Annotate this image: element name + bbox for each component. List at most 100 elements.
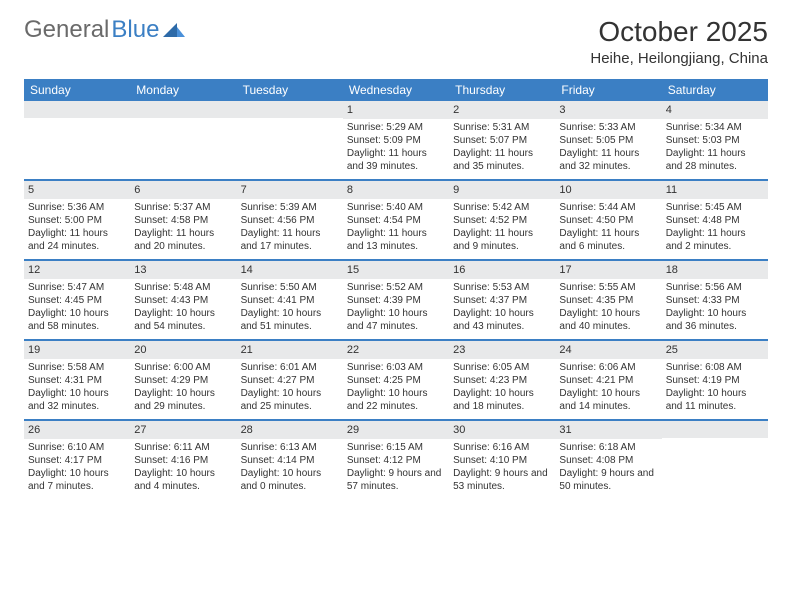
sunrise-line: Sunrise: 6:00 AM: [134, 361, 232, 374]
sunset-line: Sunset: 4:12 PM: [347, 454, 445, 467]
cell-body: Sunrise: 5:36 AMSunset: 5:00 PMDaylight:…: [24, 201, 130, 253]
calendar: SundayMondayTuesdayWednesdayThursdayFrid…: [24, 79, 768, 499]
calendar-cell: 2Sunrise: 5:31 AMSunset: 5:07 PMDaylight…: [449, 101, 555, 179]
day-number: 21: [237, 341, 343, 359]
calendar-cell: 19Sunrise: 5:58 AMSunset: 4:31 PMDayligh…: [24, 341, 130, 419]
sunrise-line: Sunrise: 5:42 AM: [453, 201, 551, 214]
daylight-line: Daylight: 10 hours and 18 minutes.: [453, 387, 551, 413]
sunrise-line: Sunrise: 5:33 AM: [559, 121, 657, 134]
sunset-line: Sunset: 4:17 PM: [28, 454, 126, 467]
day-number: 31: [555, 421, 661, 439]
sunrise-line: Sunrise: 5:36 AM: [28, 201, 126, 214]
sunrise-line: Sunrise: 5:40 AM: [347, 201, 445, 214]
day-number: 3: [555, 101, 661, 119]
day-number: 15: [343, 261, 449, 279]
calendar-cell: 5 Sunrise: 5:36 AMSunset: 5:00 PMDaylight…: [24, 181, 130, 259]
page-subtitle: Heihe, Heilongjiang, China: [590, 50, 768, 67]
daylight-line: Daylight: 11 hours and 9 minutes.: [453, 227, 551, 253]
sunrise-line: Sunrise: 5:52 AM: [347, 281, 445, 294]
day-number: 24: [555, 341, 661, 359]
cell-body: Sunrise: 6:15 AMSunset: 4:12 PMDaylight:…: [343, 441, 449, 493]
calendar-cell: 16Sunrise: 5:53 AMSunset: 4:37 PMDayligh…: [449, 261, 555, 339]
cell-body: Sunrise: 6:18 AMSunset: 4:08 PMDaylight:…: [555, 441, 661, 493]
day-number: 29: [343, 421, 449, 439]
day-number: 18: [662, 261, 768, 279]
sunrise-line: Sunrise: 5:55 AM: [559, 281, 657, 294]
daylight-line: Daylight: 10 hours and 51 minutes.: [241, 307, 339, 333]
day-number: 11: [662, 181, 768, 199]
logo-triangle-icon: [163, 16, 185, 44]
day-number: 22: [343, 341, 449, 359]
calendar-cell: 13Sunrise: 5:48 AMSunset: 4:43 PMDayligh…: [130, 261, 236, 339]
cell-body: Sunrise: 6:16 AMSunset: 4:10 PMDaylight:…: [449, 441, 555, 493]
daylight-line: Daylight: 10 hours and 47 minutes.: [347, 307, 445, 333]
sunset-line: Sunset: 4:23 PM: [453, 374, 551, 387]
calendar-cell: 14Sunrise: 5:50 AMSunset: 4:41 PMDayligh…: [237, 261, 343, 339]
sunset-line: Sunset: 4:08 PM: [559, 454, 657, 467]
sunset-line: Sunset: 4:16 PM: [134, 454, 232, 467]
day-header: Monday: [130, 79, 236, 101]
week-row: 1Sunrise: 5:29 AMSunset: 5:09 PMDaylight…: [24, 101, 768, 181]
sunset-line: Sunset: 4:56 PM: [241, 214, 339, 227]
calendar-cell: 4Sunrise: 5:34 AMSunset: 5:03 PMDaylight…: [662, 101, 768, 179]
daylight-line: Daylight: 11 hours and 32 minutes.: [559, 147, 657, 173]
daylight-line: Daylight: 11 hours and 17 minutes.: [241, 227, 339, 253]
day-number: 17: [555, 261, 661, 279]
sunset-line: Sunset: 4:29 PM: [134, 374, 232, 387]
daylight-line: Daylight: 11 hours and 20 minutes.: [134, 227, 232, 253]
cell-body: Sunrise: 6:11 AMSunset: 4:16 PMDaylight:…: [130, 441, 236, 493]
sunset-line: Sunset: 5:05 PM: [559, 134, 657, 147]
day-headers-row: SundayMondayTuesdayWednesdayThursdayFrid…: [24, 79, 768, 101]
cell-body: Sunrise: 5:33 AMSunset: 5:05 PMDaylight:…: [555, 121, 661, 173]
daylight-line: Daylight: 11 hours and 39 minutes.: [347, 147, 445, 173]
sunrise-line: Sunrise: 6:13 AM: [241, 441, 339, 454]
cell-body: Sunrise: 5:50 AMSunset: 4:41 PMDaylight:…: [237, 281, 343, 333]
cell-body: Sunrise: 5:42 AMSunset: 4:52 PMDaylight:…: [449, 201, 555, 253]
logo-text-1: General: [24, 16, 109, 44]
day-header: Sunday: [24, 79, 130, 101]
day-number: 26: [24, 421, 130, 439]
sunrise-line: Sunrise: 6:16 AM: [453, 441, 551, 454]
sunset-line: Sunset: 4:19 PM: [666, 374, 764, 387]
sunset-line: Sunset: 4:48 PM: [666, 214, 764, 227]
calendar-cell: [237, 101, 343, 179]
sunrise-line: Sunrise: 5:48 AM: [134, 281, 232, 294]
sunrise-line: Sunrise: 5:50 AM: [241, 281, 339, 294]
day-header: Tuesday: [237, 79, 343, 101]
calendar-cell: 1Sunrise: 5:29 AMSunset: 5:09 PMDaylight…: [343, 101, 449, 179]
sunset-line: Sunset: 4:50 PM: [559, 214, 657, 227]
title-block: October 2025 Heihe, Heilongjiang, China: [590, 16, 768, 67]
calendar-cell: 12Sunrise: 5:47 AMSunset: 4:45 PMDayligh…: [24, 261, 130, 339]
day-number: 7: [237, 181, 343, 199]
day-number: [662, 421, 768, 438]
logo: General Blue: [24, 16, 185, 44]
daylight-line: Daylight: 10 hours and 29 minutes.: [134, 387, 232, 413]
day-header: Friday: [555, 79, 661, 101]
sunrise-line: Sunrise: 5:56 AM: [666, 281, 764, 294]
calendar-cell: 18Sunrise: 5:56 AMSunset: 4:33 PMDayligh…: [662, 261, 768, 339]
daylight-line: Daylight: 11 hours and 13 minutes.: [347, 227, 445, 253]
sunset-line: Sunset: 4:25 PM: [347, 374, 445, 387]
calendar-cell: 22Sunrise: 6:03 AMSunset: 4:25 PMDayligh…: [343, 341, 449, 419]
calendar-cell: 9Sunrise: 5:42 AMSunset: 4:52 PMDaylight…: [449, 181, 555, 259]
calendar-cell: 21Sunrise: 6:01 AMSunset: 4:27 PMDayligh…: [237, 341, 343, 419]
day-number: 16: [449, 261, 555, 279]
daylight-line: Daylight: 10 hours and 25 minutes.: [241, 387, 339, 413]
cell-body: Sunrise: 6:06 AMSunset: 4:21 PMDaylight:…: [555, 361, 661, 413]
day-number: 20: [130, 341, 236, 359]
sunset-line: Sunset: 4:27 PM: [241, 374, 339, 387]
cell-body: Sunrise: 5:58 AMSunset: 4:31 PMDaylight:…: [24, 361, 130, 413]
daylight-line: Daylight: 10 hours and 7 minutes.: [28, 467, 126, 493]
calendar-cell: 27Sunrise: 6:11 AMSunset: 4:16 PMDayligh…: [130, 421, 236, 499]
sunrise-line: Sunrise: 5:58 AM: [28, 361, 126, 374]
cell-body: Sunrise: 6:13 AMSunset: 4:14 PMDaylight:…: [237, 441, 343, 493]
day-number: 4: [662, 101, 768, 119]
day-number: 8: [343, 181, 449, 199]
day-number: 2: [449, 101, 555, 119]
daylight-line: Daylight: 10 hours and 58 minutes.: [28, 307, 126, 333]
cell-body: Sunrise: 6:10 AMSunset: 4:17 PMDaylight:…: [24, 441, 130, 493]
day-header: Thursday: [449, 79, 555, 101]
daylight-line: Daylight: 11 hours and 24 minutes.: [28, 227, 126, 253]
calendar-cell: 6Sunrise: 5:37 AMSunset: 4:58 PMDaylight…: [130, 181, 236, 259]
day-number: 5: [24, 181, 130, 199]
